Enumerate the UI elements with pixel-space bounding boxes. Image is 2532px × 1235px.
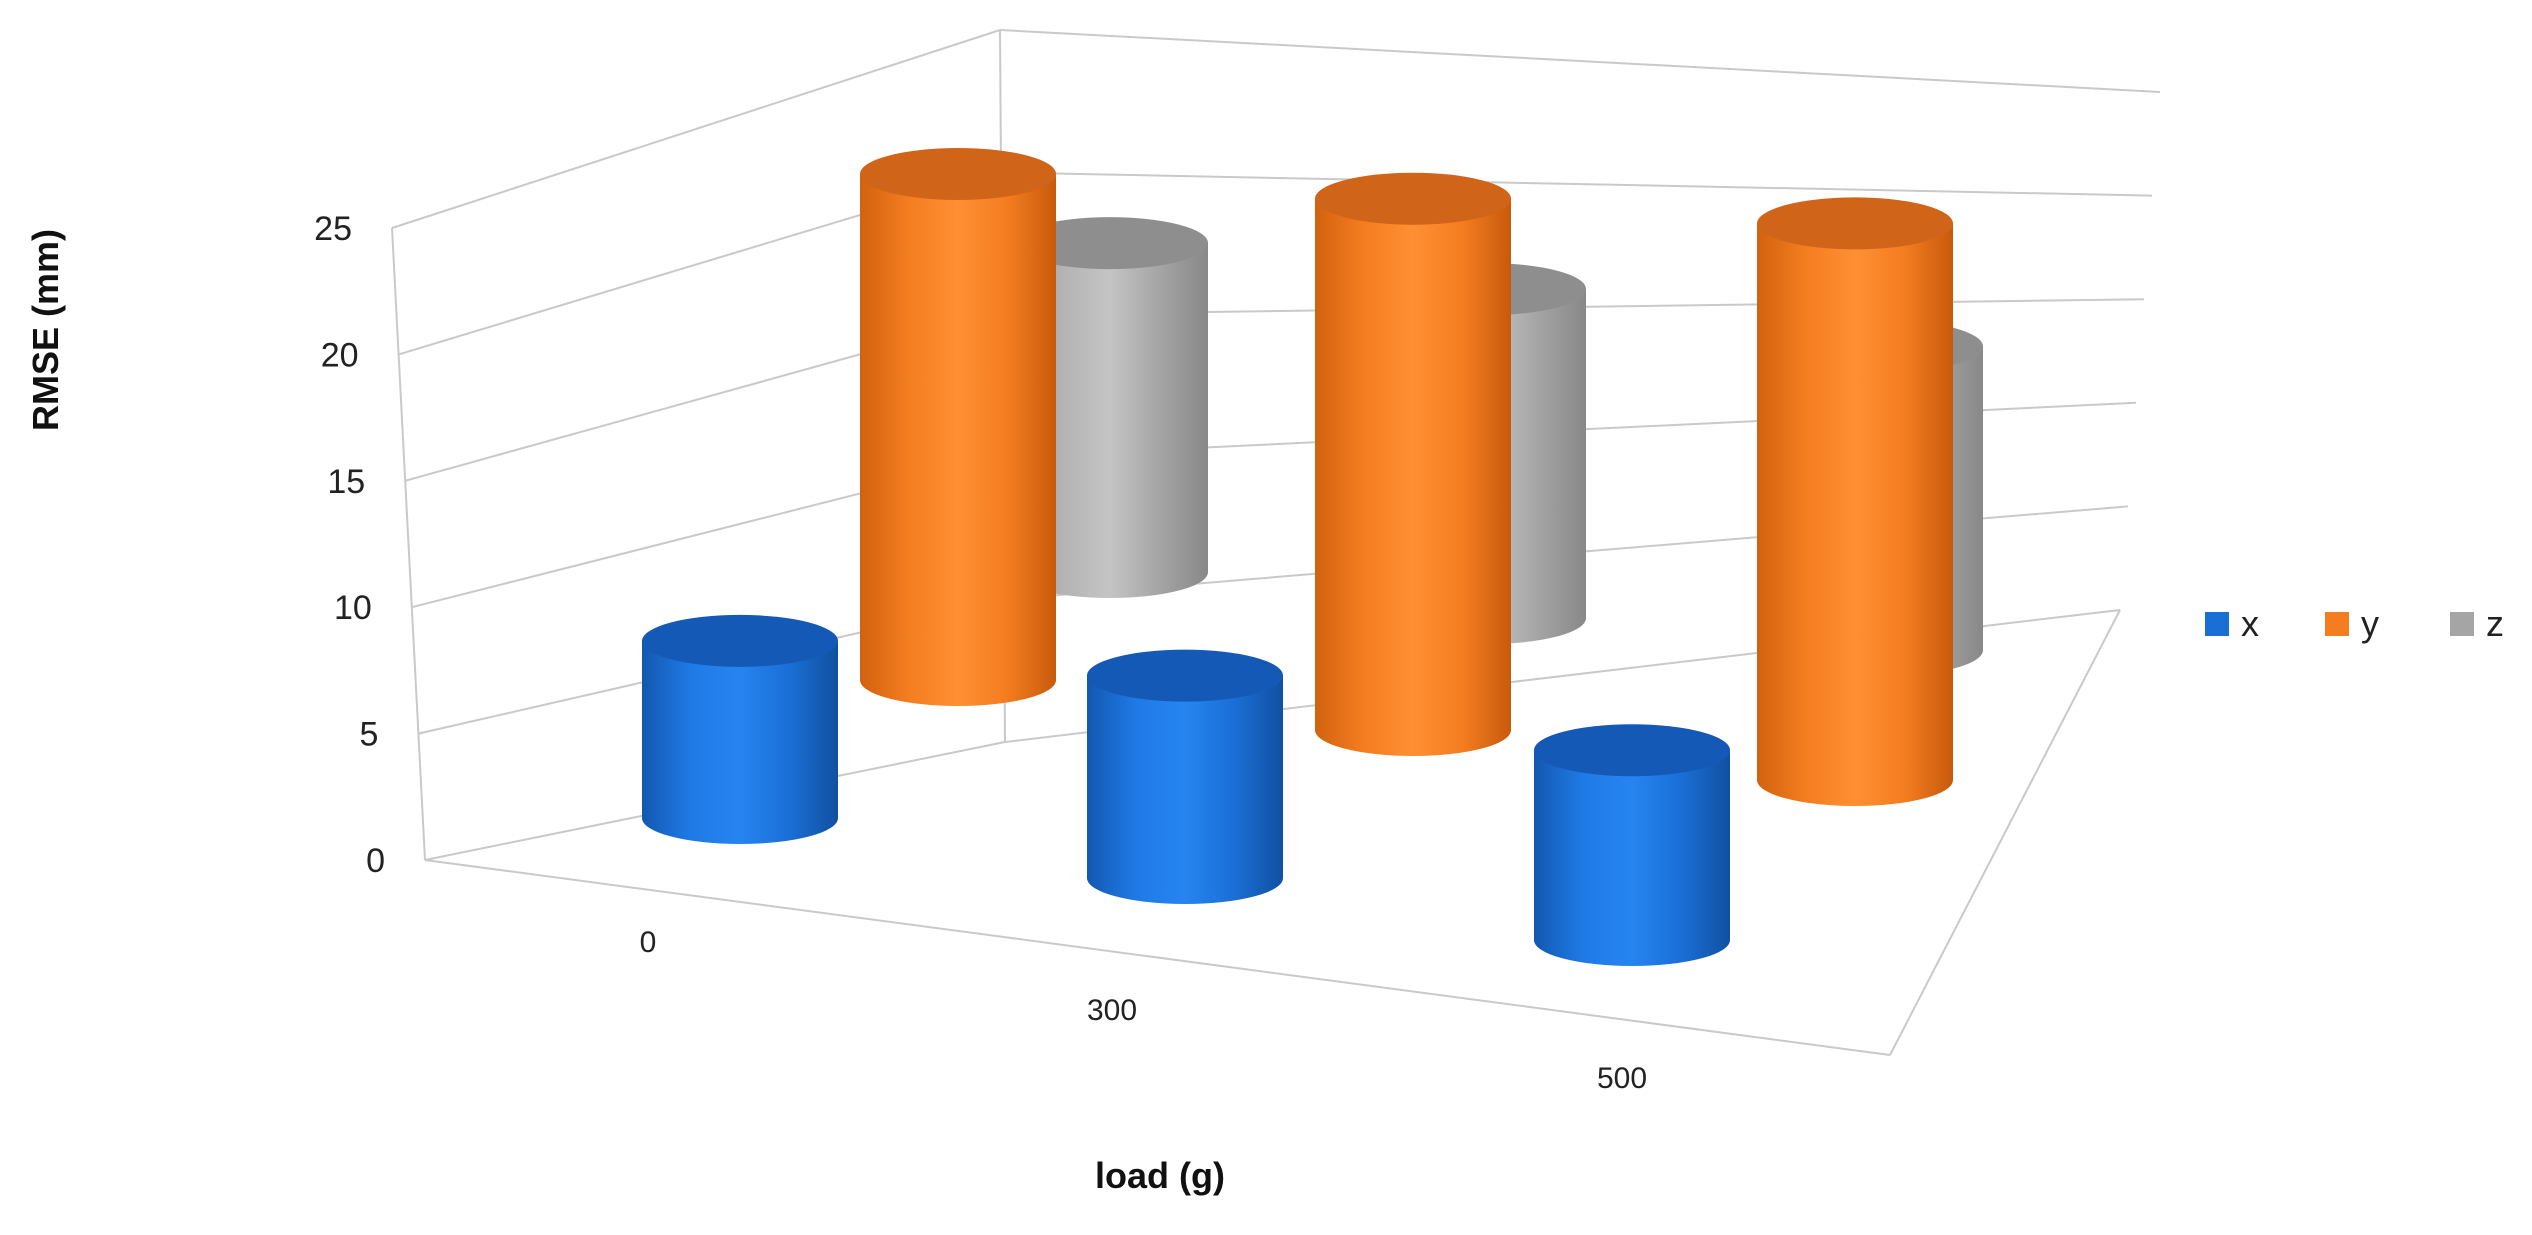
bar-top xyxy=(1534,724,1730,777)
bar-y-0 xyxy=(860,148,1056,706)
bar-y-500 xyxy=(1757,197,1953,806)
back-wall-gridline xyxy=(999,29,2161,93)
front-left-edge xyxy=(391,227,426,861)
x-tick-label: 300 xyxy=(1087,994,1137,1027)
y-tick-label: 10 xyxy=(334,589,372,627)
bar-body xyxy=(1012,243,1208,598)
legend-swatch-y xyxy=(2325,612,2349,636)
bar-body xyxy=(1315,198,1511,756)
chart-bars xyxy=(642,148,1983,966)
legend-label-z: z xyxy=(2486,603,2504,644)
bar-body xyxy=(1534,750,1730,966)
side-wall-gridline xyxy=(391,29,1001,229)
bar-body xyxy=(642,640,838,844)
floor-right-edge xyxy=(1889,609,2121,1056)
bar-top xyxy=(1757,197,1953,250)
y-tick-label: 5 xyxy=(359,716,378,754)
y-tick-label: 25 xyxy=(314,210,352,248)
y-axis-title: RMSE (mm) xyxy=(25,229,66,431)
bar-top xyxy=(642,614,838,667)
y-tick-label: 15 xyxy=(327,463,365,501)
y-tick-label: 20 xyxy=(321,336,359,374)
legend: x y z xyxy=(2205,603,2504,644)
x-axis-title: load (g) xyxy=(1095,1155,1225,1196)
bar-body xyxy=(1757,223,1953,806)
bar-top xyxy=(1012,217,1208,270)
bar-x-500 xyxy=(1534,724,1730,966)
bar-body xyxy=(1087,675,1283,904)
bar-body xyxy=(860,174,1056,706)
bar-top xyxy=(860,148,1056,200)
x-tick-label: 0 xyxy=(640,926,657,959)
legend-swatch-x xyxy=(2205,612,2229,636)
x-tick-label: 500 xyxy=(1597,1062,1647,1095)
floor-front-edge xyxy=(424,859,1891,1056)
x-axis-categories: 0 300 500 xyxy=(640,926,1647,1095)
bar-x-300 xyxy=(1087,649,1283,904)
bar-top xyxy=(1315,172,1511,225)
y-axis-ticks: 0 5 10 15 20 25 xyxy=(314,210,385,880)
bar-x-0 xyxy=(642,614,838,844)
bar-z-0 xyxy=(1012,217,1208,598)
legend-swatch-z xyxy=(2450,612,2474,636)
back-wall-gridline xyxy=(1000,171,2153,197)
legend-label-y: y xyxy=(2361,603,2379,644)
y-tick-label: 0 xyxy=(366,842,385,880)
bar-y-300 xyxy=(1315,172,1511,756)
bar-top xyxy=(1087,649,1283,702)
legend-label-x: x xyxy=(2241,603,2259,644)
